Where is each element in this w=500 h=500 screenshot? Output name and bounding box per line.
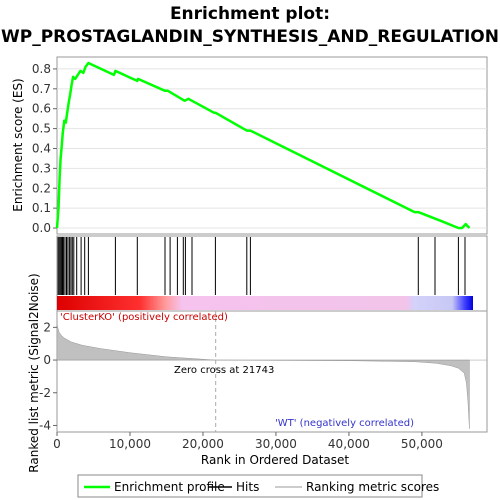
- es-ytick-label: 0.4: [32, 141, 51, 155]
- chart-title-line1: Enrichment plot:: [170, 4, 330, 24]
- x-tick-label: 40,000: [328, 437, 370, 451]
- es-ytick-label: 0.6: [32, 102, 51, 116]
- chart-title-line2: WP_PROSTAGLANDIN_SYNTHESIS_AND_REGULATIO…: [1, 27, 499, 47]
- metric-ytick-label: 0: [43, 353, 51, 367]
- metric-ylabel: Ranked list metric (Signal2Noise): [27, 273, 41, 472]
- x-tick-label: 10,000: [109, 437, 151, 451]
- es-ytick-label: 0.5: [32, 122, 51, 136]
- x-axis-label: Rank in Ordered Dataset: [201, 453, 349, 467]
- x-tick-label: 20,000: [182, 437, 224, 451]
- es-series-line: [55, 61, 471, 230]
- legend: [77, 474, 423, 498]
- zero-cross-label: Zero cross at 21743: [174, 365, 274, 376]
- es-ylabel: Enrichment score (ES): [11, 78, 25, 211]
- rank-color-bar: [57, 296, 473, 310]
- legend-label-enrichment: Enrichment profile: [114, 480, 225, 494]
- legend-label-hits: Hits: [236, 480, 259, 494]
- es-ytick-label: 0.2: [32, 181, 51, 195]
- metric-ytick-label: 2: [43, 320, 51, 334]
- es-ytick-label: 0.1: [32, 201, 51, 215]
- es-ytick-label: 0.3: [32, 161, 51, 175]
- x-tick-label: 30,000: [255, 437, 297, 451]
- metric-ytick-label: -2: [39, 386, 51, 400]
- es-panel: [56, 56, 488, 235]
- legend-label-metric: Ranking metric scores: [306, 480, 439, 494]
- metric-panel: [56, 310, 488, 433]
- metric-ytick-label: -4: [39, 418, 51, 432]
- x-tick-label: 50,000: [401, 437, 443, 451]
- negative-label: 'WT' (negatively correlated): [275, 418, 414, 429]
- es-ytick-label: 0.8: [32, 62, 51, 76]
- positive-label: 'ClusterKO' (positively correlated): [60, 312, 228, 323]
- x-tick-label: 0: [53, 437, 61, 451]
- es-ytick-label: 0.0: [32, 221, 51, 235]
- es-ytick-label: 0.7: [32, 82, 51, 96]
